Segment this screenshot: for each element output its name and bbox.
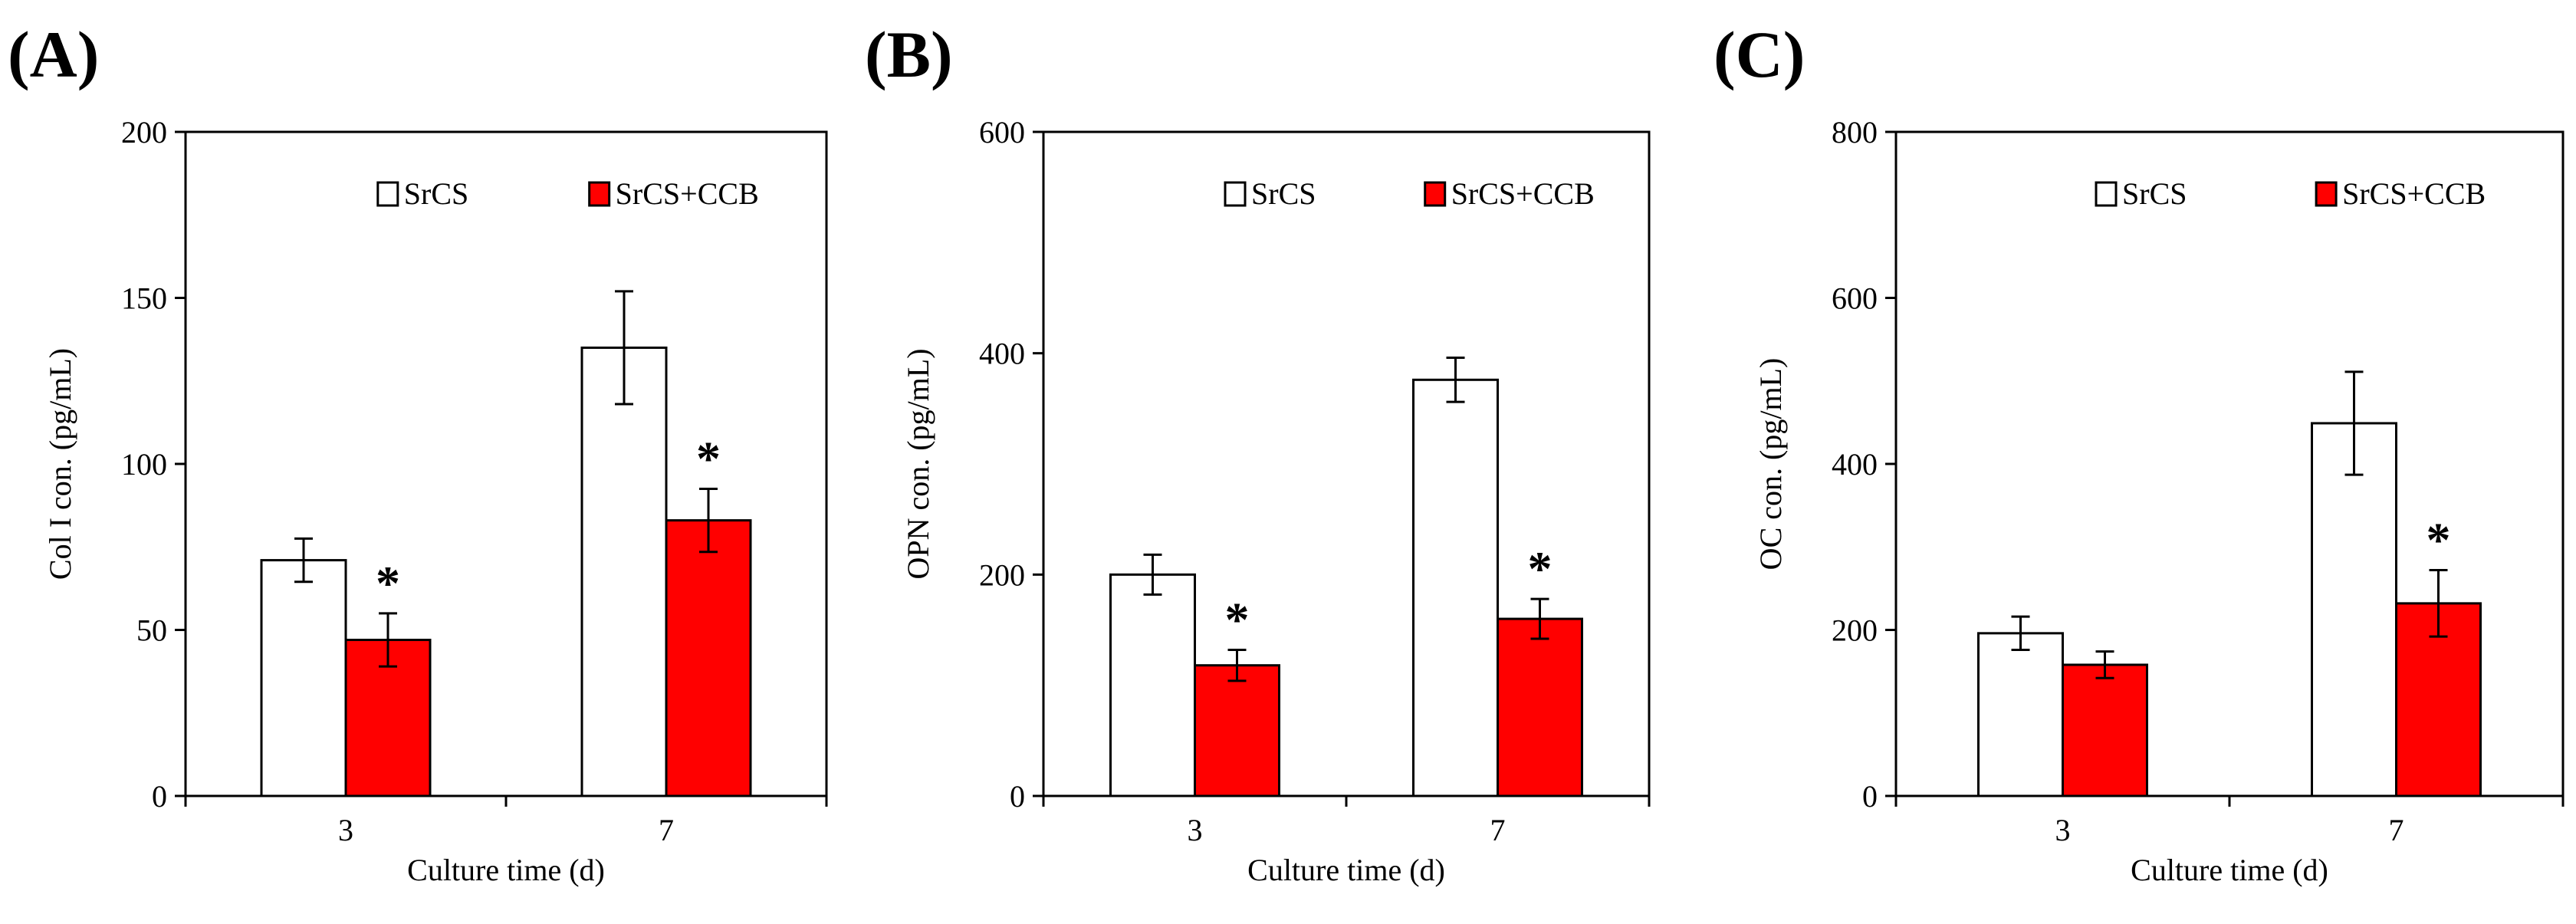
x-tick-label: 3: [1188, 813, 1203, 847]
y-tick-label: 0: [152, 779, 167, 814]
legend-swatch: [2315, 181, 2338, 207]
x-tick-label: 7: [1490, 813, 1506, 847]
x-tick-label: 7: [2389, 813, 2404, 847]
y-axis-title: OC con. (pg/mL): [1753, 358, 1788, 571]
bar-srcs: [1109, 573, 1196, 797]
plot-frame: [1894, 130, 2564, 797]
y-axis-title: OPN con. (pg/mL): [901, 348, 935, 579]
y-tick-label: 600: [979, 115, 1025, 150]
x-axis-title: Culture time (d): [1247, 853, 1445, 887]
y-tick-label: 200: [121, 115, 167, 150]
bar-srcs: [1977, 632, 2064, 797]
y-tick-label: 0: [1862, 779, 1878, 814]
significance-star: *: [696, 431, 721, 485]
x-tick-label: 7: [659, 813, 674, 847]
y-tick-label: 400: [1832, 447, 1878, 482]
plot-frame: [1042, 130, 1651, 797]
bar-srcs: [260, 559, 347, 797]
y-axis-title: Col I con. (pg/mL): [43, 348, 77, 580]
y-tick-label: 400: [979, 337, 1025, 371]
y-tick-label: 50: [136, 613, 167, 648]
legend-swatch: [376, 181, 399, 207]
bar-srcs: [2311, 422, 2397, 797]
legend-entry: SrCS: [2122, 176, 2187, 211]
legend-entry: SrCS: [1251, 176, 1316, 211]
legend-swatch: [1224, 181, 1247, 207]
bar-srcs: [580, 346, 668, 797]
x-tick-label: 3: [2055, 813, 2071, 847]
plot-frame: [184, 130, 828, 797]
legend-swatch: [1424, 181, 1447, 207]
x-tick-label: 3: [338, 813, 353, 847]
bar-srcs-ccb: [1194, 664, 1280, 797]
x-axis-title: Culture time (d): [2131, 853, 2328, 887]
significance-star: *: [1528, 541, 1552, 596]
legend-swatch: [588, 181, 611, 207]
y-tick-label: 100: [121, 447, 167, 482]
bar-srcs: [1412, 378, 1499, 797]
legend-swatch: [2095, 181, 2118, 207]
y-tick-label: 200: [979, 557, 1025, 592]
x-axis-title: Culture time (d): [407, 853, 605, 887]
significance-star: *: [1225, 592, 1250, 646]
bar-srcs-ccb: [665, 519, 752, 797]
legend-entry: SrCS+CCB: [2342, 176, 2486, 211]
y-tick-label: 150: [121, 281, 167, 316]
panel-label: (A): [8, 18, 99, 91]
significance-star: *: [376, 556, 400, 610]
y-tick-label: 0: [1010, 779, 1025, 814]
bar-srcs-ccb: [2062, 663, 2148, 797]
significance-star: *: [2426, 513, 2451, 567]
y-tick-label: 800: [1832, 115, 1878, 150]
y-tick-label: 600: [1832, 281, 1878, 316]
legend-entry: SrCS+CCB: [616, 176, 759, 211]
legend-entry: SrCS: [404, 176, 469, 211]
bar-srcs-ccb: [1497, 617, 1583, 797]
legend-entry: SrCS+CCB: [1451, 176, 1595, 211]
panel-label: (C): [1714, 18, 1805, 91]
y-tick-label: 200: [1832, 613, 1878, 648]
panel-label: (B): [865, 18, 953, 91]
